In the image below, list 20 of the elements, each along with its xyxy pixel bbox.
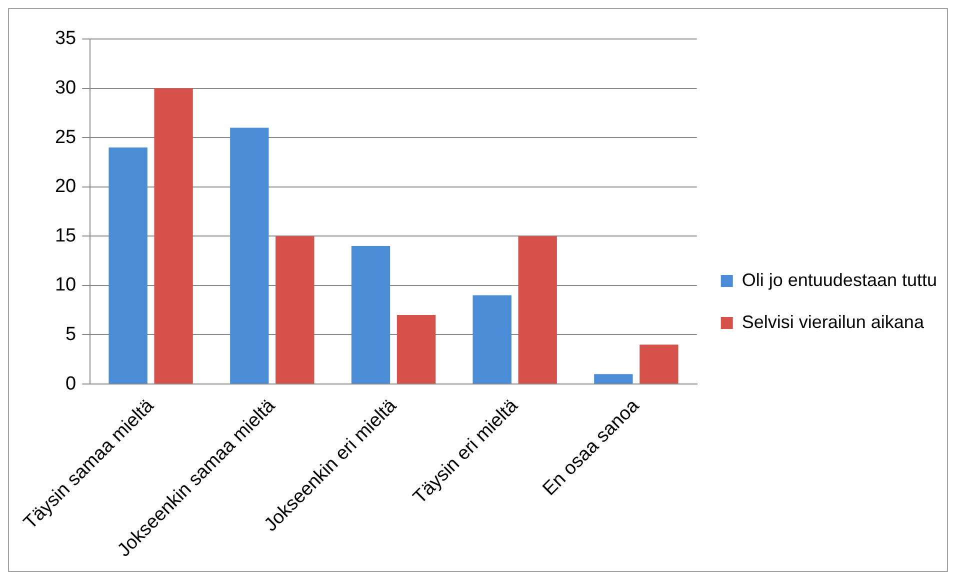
y-tick-label: 35 [54, 28, 76, 50]
y-tick-label: 0 [66, 373, 76, 394]
y-tick-label: 5 [66, 324, 76, 345]
y-tick-label: 15 [54, 225, 76, 246]
y-tick-label: 10 [54, 274, 76, 296]
bar [518, 236, 557, 384]
legend-label: Oli jo entuudestaan tuttu [742, 270, 938, 290]
bar [396, 315, 436, 384]
y-tick-label: 25 [54, 126, 76, 148]
bar [154, 88, 193, 384]
bar [230, 128, 269, 384]
bar [594, 374, 633, 384]
y-tick-label: 30 [54, 78, 76, 99]
bar [108, 147, 148, 384]
bar [472, 295, 512, 384]
y-tick-label: 20 [54, 176, 76, 198]
legend-label: Selvisi vierailun aikana [742, 312, 925, 332]
bar [640, 344, 678, 384]
bar [276, 236, 314, 384]
bar [351, 246, 390, 384]
